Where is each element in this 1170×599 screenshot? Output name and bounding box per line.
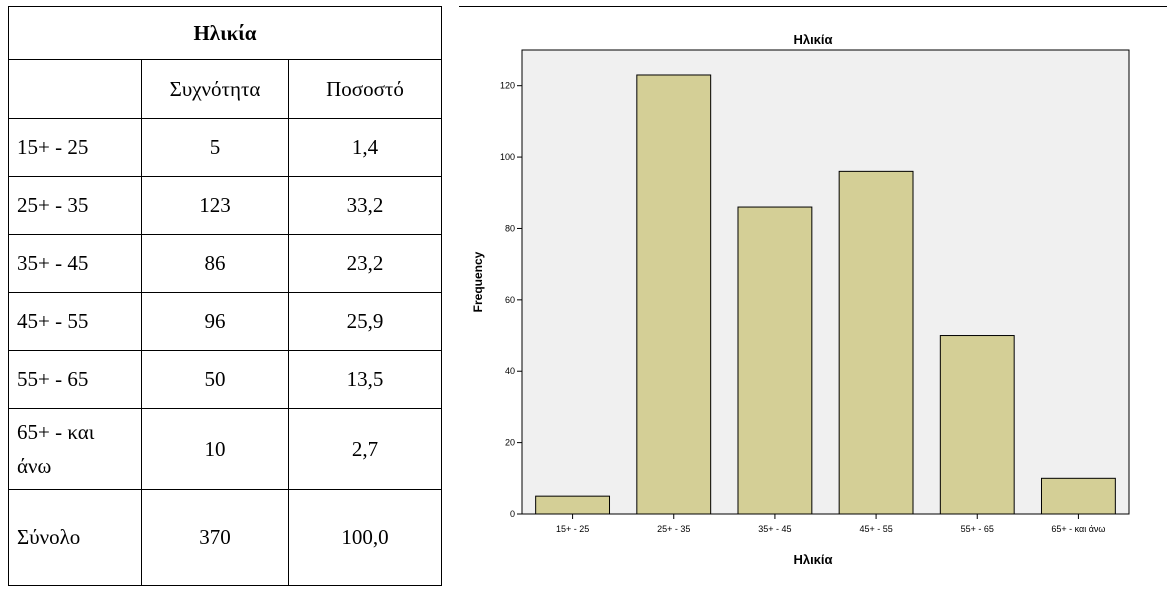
table-header-row: Συχνότητα Ποσοστό: [8, 59, 442, 119]
y-tick-label: 100: [500, 152, 515, 162]
bar-chart: Ηλικία 0 20 40 60 80 100 120 15+ - 25 25+ - 35 3…: [445, 6, 1170, 594]
row-label: 25+ - 35: [8, 176, 142, 235]
x-tick-label: 35+ - 45: [758, 524, 791, 534]
row-label: 45+ - 55: [8, 292, 142, 351]
table-title: Ηλικία: [8, 6, 442, 60]
row-frequency: 50: [141, 350, 289, 409]
bar: [939, 335, 1015, 515]
table-row: 15+ - 25 5 1,4: [8, 118, 442, 177]
row-frequency: 10: [141, 408, 289, 490]
row-label: 15+ - 25: [8, 118, 142, 177]
row-frequency: 5: [141, 118, 289, 177]
row-percent: 13,5: [288, 350, 442, 409]
row-percent: 25,9: [288, 292, 442, 351]
row-percent: 33,2: [288, 176, 442, 235]
chart-svg: Ηλικία 0 20 40 60 80 100 120 15+ - 25 25+ - 35 3…: [471, 32, 1130, 567]
y-tick-label: 80: [505, 223, 515, 233]
plot-area: [521, 49, 1130, 515]
total-percent: 100,0: [288, 489, 442, 586]
bar: [838, 170, 914, 515]
row-label: 55+ - 65: [8, 350, 142, 409]
x-tick-label: 15+ - 25: [556, 524, 589, 534]
y-tick-label: 40: [505, 366, 515, 376]
frequency-table: Ηλικία Συχνότητα Ποσοστό 15+ - 25 5 1,4 …: [8, 6, 442, 586]
bar: [535, 495, 611, 515]
y-tick-label: 120: [500, 81, 515, 91]
total-frequency: 370: [141, 489, 289, 586]
y-tick-label: 20: [505, 438, 515, 448]
table-row: 35+ - 45 86 23,2: [8, 234, 442, 293]
total-label: Σύνολο: [8, 489, 142, 586]
bar: [1040, 477, 1116, 515]
top-border-line: [459, 6, 1167, 7]
y-tick-label: 0: [510, 509, 515, 519]
x-axis: 15+ - 25 25+ - 35 35+ - 45 45+ - 55 55+ - 65…: [556, 514, 1105, 534]
header-cell-empty: [8, 59, 142, 119]
header-cell-percent: Ποσοστό: [288, 59, 442, 119]
y-axis: 0 20 40 60 80 100 120: [500, 81, 522, 519]
x-tick-label: 65+ - και άνω: [1051, 524, 1105, 534]
x-tick-label: 55+ - 65: [961, 524, 994, 534]
y-tick-label: 60: [505, 295, 515, 305]
row-frequency: 86: [141, 234, 289, 293]
x-tick-label: 45+ - 55: [859, 524, 892, 534]
row-label: 65+ - και άνω: [8, 408, 142, 490]
table-row: 65+ - και άνω 10 2,7: [8, 408, 442, 490]
row-frequency: 123: [141, 176, 289, 235]
row-label: 35+ - 45: [8, 234, 142, 293]
chart-title: Ηλικία: [793, 32, 832, 47]
bar: [737, 206, 813, 515]
table-row: 25+ - 35 123 33,2: [8, 176, 442, 235]
x-tick-label: 25+ - 35: [657, 524, 690, 534]
row-percent: 23,2: [288, 234, 442, 293]
row-percent: 1,4: [288, 118, 442, 177]
row-frequency: 96: [141, 292, 289, 351]
header-cell-frequency: Συχνότητα: [141, 59, 289, 119]
y-axis-label: Frequency: [471, 251, 485, 312]
table-row: 45+ - 55 96 25,9: [8, 292, 442, 351]
x-axis-label: Ηλικία: [793, 552, 832, 567]
row-percent: 2,7: [288, 408, 442, 490]
table-total-row: Σύνολο 370 100,0: [8, 489, 442, 586]
table-row: 55+ - 65 50 13,5: [8, 350, 442, 409]
bar: [636, 74, 712, 515]
